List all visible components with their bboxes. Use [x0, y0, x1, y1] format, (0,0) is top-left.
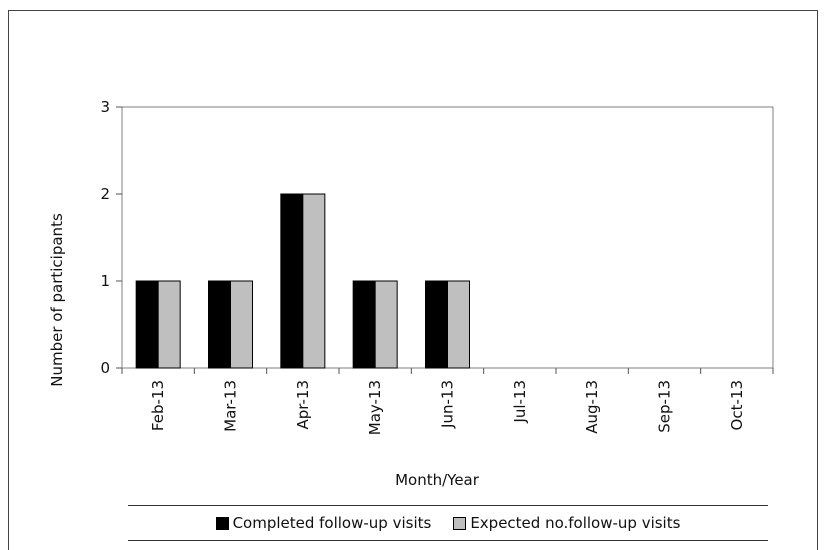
legend-swatch-completed [215, 516, 229, 530]
x-tick-label: Apr-13 [294, 380, 312, 430]
legend-label-completed: Completed follow-up visits [232, 514, 432, 532]
x-tick-label: Mar-13 [222, 380, 240, 432]
x-tick-label: Jun-13 [439, 380, 457, 429]
x-tick-label: May-13 [366, 380, 384, 435]
bar-expected [302, 193, 326, 369]
y-tick-label: 1 [100, 272, 110, 290]
bar-completed [352, 280, 376, 369]
x-axis: Feb-13 Mar-13 Apr-13 May-13 Jun-13 Jul-13 Aug-… [121, 368, 774, 435]
x-tick-label: Aug-13 [583, 380, 601, 434]
legend-item-completed: Completed follow-up visits [215, 514, 432, 532]
chart-frame [8, 10, 818, 550]
bars [135, 193, 470, 369]
bar-expected [374, 280, 398, 369]
y-tick-label: 0 [100, 359, 110, 377]
x-tick-label: Sep-13 [656, 380, 674, 433]
legend-item-expected: Expected no.follow-up visits [453, 514, 680, 532]
bar-completed [135, 280, 159, 369]
bar-completed [425, 280, 448, 369]
bar-completed [208, 280, 231, 369]
bar-expected [447, 280, 470, 369]
x-tick-label: Oct-13 [728, 380, 746, 430]
legend-label-expected: Expected no.follow-up visits [470, 514, 681, 532]
y-axis-title: Number of participants [48, 213, 66, 387]
bar-completed [280, 193, 304, 369]
y-axis: 0 1 2 3 [100, 98, 122, 377]
x-tick-label: Feb-13 [149, 380, 167, 431]
y-tick-label: 3 [100, 98, 110, 116]
bar-expected [230, 280, 253, 369]
bar-expected [157, 280, 181, 369]
x-axis-title: Month/Year [395, 471, 480, 489]
legend: Completed follow-up visits Expected no.f… [128, 505, 768, 541]
y-tick-label: 2 [100, 185, 110, 203]
legend-swatch-expected [453, 516, 467, 530]
x-tick-label: Jul-13 [511, 380, 529, 424]
